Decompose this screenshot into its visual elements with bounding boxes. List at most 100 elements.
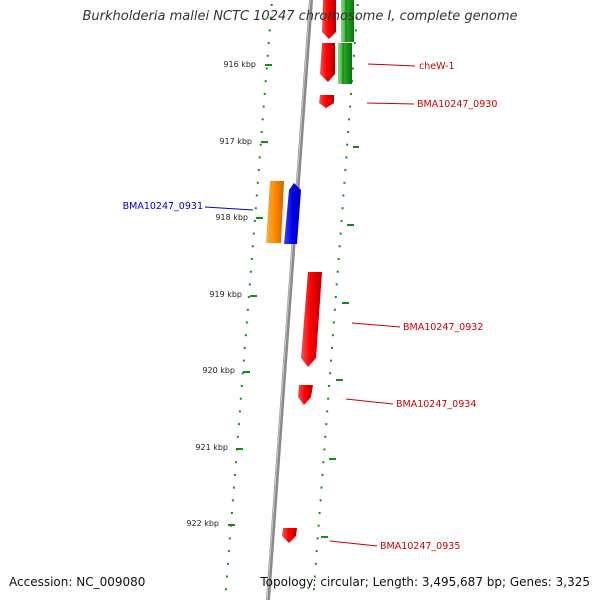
- track-dot: [334, 296, 337, 299]
- gene-label-BMA10247_0934[interactable]: BMA10247_0934: [396, 399, 476, 410]
- track-dot: [332, 321, 335, 324]
- track-dot: [233, 473, 236, 476]
- track-dot: [262, 105, 265, 108]
- kbp-label: 918 kbp: [215, 213, 248, 222]
- gene-green-2[interactable]: [338, 43, 352, 84]
- track-dot: [314, 562, 317, 565]
- gene-red-top[interactable]: [322, 0, 336, 39]
- track-dot: [240, 385, 243, 387]
- track-dot: [270, 4, 273, 6]
- track-dot: [330, 359, 332, 362]
- track-dot: [254, 207, 257, 210]
- gene-green-1[interactable]: [341, 0, 354, 42]
- track-dot: [257, 169, 260, 172]
- track-dot: [265, 67, 268, 70]
- track-dot: [320, 486, 323, 489]
- track-dot: [323, 448, 326, 451]
- track-dot: [346, 143, 349, 146]
- gene-label-BMA10247_0931[interactable]: BMA10247_0931: [123, 201, 203, 212]
- track-dot: [336, 270, 339, 273]
- track-dot: [325, 423, 328, 426]
- kbp-label: 921 kbp: [195, 443, 228, 452]
- outer-tick-track: [312, 4, 359, 591]
- track-dot: [256, 181, 259, 184]
- track-dot: [251, 245, 254, 248]
- genome-backbone-highlight: [266, 0, 311, 600]
- track-dot: [324, 435, 327, 438]
- track-dot: [355, 16, 358, 19]
- track-dot: [269, 16, 272, 19]
- gene-cheW-1[interactable]: [320, 43, 335, 82]
- gene-label-BMA10247_0932[interactable]: BMA10247_0932: [403, 322, 483, 333]
- track-dot: [227, 550, 230, 553]
- gene-label-BMA10247_0935[interactable]: BMA10247_0935: [380, 541, 460, 552]
- track-dot: [312, 588, 315, 591]
- gene-label-BMA10247_0930[interactable]: BMA10247_0930: [417, 99, 497, 110]
- kbp-label: 917 kbp: [219, 137, 252, 146]
- track-dot: [341, 207, 344, 210]
- track-dot: [352, 54, 355, 57]
- track-dot: [345, 156, 348, 159]
- track-dot: [327, 397, 330, 400]
- gene-BMA10247_0931-orange[interactable]: [266, 181, 284, 243]
- map-title: Burkholderia mallei NCTC 10247 chromosom…: [82, 9, 518, 24]
- track-dot: [322, 461, 325, 464]
- track-dot: [226, 562, 229, 565]
- track-dot: [315, 550, 318, 553]
- track-dot: [331, 334, 334, 337]
- track-dot: [353, 42, 356, 45]
- track-dot: [266, 54, 269, 57]
- track-dot: [317, 524, 320, 527]
- track-dot: [252, 232, 255, 235]
- track-dot: [267, 42, 270, 45]
- track-dot: [245, 321, 248, 324]
- track-dot: [344, 169, 347, 172]
- track-dot: [234, 461, 237, 464]
- gene-BMA10247_0934[interactable]: [298, 385, 313, 405]
- track-dot: [255, 194, 258, 197]
- track-dot: [354, 29, 357, 32]
- genome-backbone: [266, 0, 313, 600]
- track-dot: [318, 512, 321, 514]
- track-dot: [239, 397, 242, 400]
- track-dot: [236, 435, 239, 438]
- track-dot: [243, 346, 246, 349]
- kbp-label: 922 kbp: [186, 519, 219, 528]
- gene-BMA10247_0931[interactable]: [284, 183, 301, 244]
- track-dot: [268, 29, 271, 32]
- track-dot: [244, 334, 247, 337]
- track-dot: [326, 410, 329, 413]
- track-dot: [356, 4, 359, 6]
- track-dot: [319, 499, 322, 502]
- track-dot: [313, 575, 316, 578]
- track-dot: [347, 131, 350, 133]
- track-dot: [258, 156, 261, 159]
- track-dot: [241, 372, 244, 375]
- accession-text: Accession: NC_009080: [9, 575, 146, 589]
- track-dot: [238, 410, 241, 413]
- gene-label-cheW-1[interactable]: cheW-1: [419, 61, 455, 72]
- track-dot: [253, 219, 256, 222]
- outer-track-dashes: [321, 146, 359, 538]
- track-dot: [246, 308, 249, 311]
- track-dot: [351, 67, 354, 70]
- gene-BMA10247_0930[interactable]: [319, 95, 334, 108]
- track-dot: [333, 308, 336, 311]
- track-dot: [242, 359, 245, 362]
- kbp-label: 919 kbp: [209, 290, 242, 299]
- track-dot: [340, 219, 343, 222]
- track-dot: [250, 258, 253, 260]
- track-dot: [264, 80, 267, 83]
- track-dot: [349, 105, 352, 108]
- track-dot: [348, 118, 351, 121]
- track-dot: [230, 512, 233, 514]
- gene-BMA10247_0935[interactable]: [282, 528, 297, 543]
- track-dot: [350, 92, 352, 95]
- gene-BMA10247_0932[interactable]: [301, 272, 322, 367]
- kbp-label: 920 kbp: [202, 366, 235, 375]
- track-dot: [232, 486, 235, 489]
- track-dot: [316, 537, 319, 540]
- kbp-ruler: 916 kbp 917 kbp 918 kbp 919 kbp 920 kbp …: [186, 60, 272, 528]
- track-dot: [339, 232, 342, 235]
